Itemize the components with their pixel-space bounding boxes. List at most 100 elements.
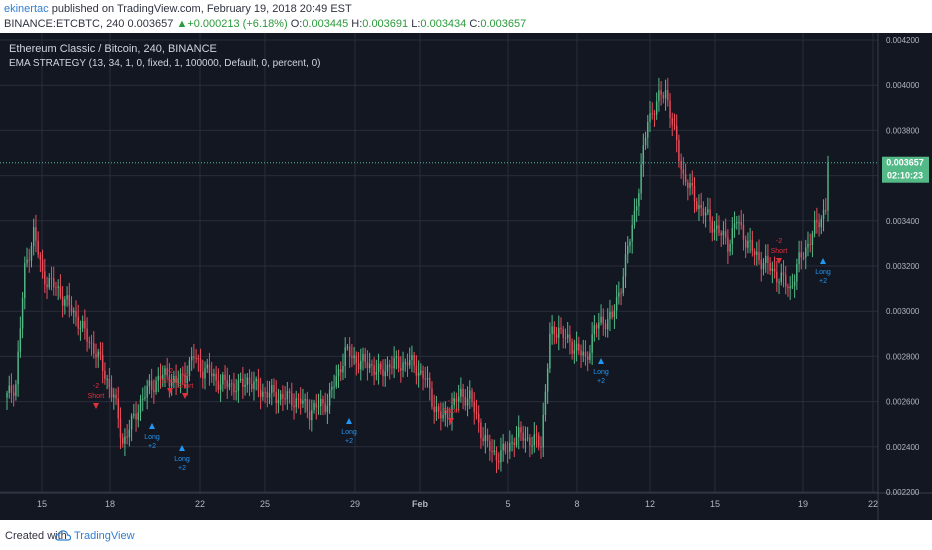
candle-body — [466, 398, 469, 406]
candle-body — [159, 375, 162, 380]
candle-body — [451, 404, 453, 419]
candle-body — [384, 371, 386, 377]
candle-body — [787, 286, 789, 289]
candle-body — [141, 398, 144, 400]
candle-body — [549, 333, 551, 369]
price-badge-value: 0.003657 — [886, 158, 924, 168]
signal-qty: -2 — [182, 373, 188, 380]
candle-body — [366, 362, 369, 369]
short-signal: -2 Short — [443, 398, 459, 424]
candle-body — [15, 384, 17, 396]
price-badge-bg — [882, 156, 929, 183]
candle-body — [658, 90, 660, 102]
time-tick-label: 18 — [105, 499, 115, 509]
time-tick-label: 19 — [798, 499, 808, 509]
candle-body — [518, 427, 520, 438]
candle-body — [268, 392, 271, 398]
candle-body — [371, 363, 373, 366]
candle-body — [538, 435, 540, 447]
candle-body — [504, 443, 507, 452]
candle-body — [26, 259, 28, 264]
candle-body — [558, 327, 560, 338]
signal-label: Long — [341, 429, 357, 436]
candle-body — [19, 328, 22, 352]
open-label: O: — [290, 18, 303, 30]
long-signal: Long +2 — [815, 258, 831, 285]
candle-body — [475, 412, 478, 414]
candle-body — [422, 370, 424, 379]
candle-body — [562, 328, 564, 338]
low-label: L: — [411, 18, 421, 30]
long-signal: Long +2 — [341, 418, 357, 445]
candle-body — [291, 392, 293, 406]
candle-body — [333, 386, 335, 388]
candle-body — [210, 373, 213, 377]
candle-body — [611, 311, 613, 318]
candle-body — [351, 356, 353, 358]
candle-body — [328, 389, 331, 406]
candle-body — [8, 385, 10, 394]
candle-body — [110, 387, 113, 398]
signal-label: Short — [177, 383, 194, 390]
time-tick-label: 15 — [37, 499, 47, 509]
candle-body — [598, 322, 600, 329]
candle-body — [397, 356, 400, 369]
legend-strategy[interactable]: EMA STRATEGY (13, 34, 1, 0, fixed, 1, 10… — [9, 58, 320, 69]
time-tick-label: 8 — [574, 499, 579, 509]
candle-body — [128, 429, 131, 438]
candle-body — [179, 373, 182, 383]
candle-body — [173, 375, 175, 382]
candle-body — [497, 460, 500, 463]
arrow-down-icon — [167, 388, 173, 394]
candle-body — [660, 90, 662, 96]
candle-body — [825, 210, 827, 212]
candle-body — [208, 364, 211, 374]
candle-body — [113, 394, 115, 398]
candle-body — [584, 351, 587, 357]
candle-body — [486, 435, 489, 441]
candle-body — [175, 375, 177, 383]
candle-body — [186, 376, 188, 383]
candle-body — [324, 403, 326, 413]
candle-body — [773, 268, 776, 272]
candle-body — [382, 369, 384, 377]
arrow-down-icon — [93, 403, 99, 409]
candle-body — [237, 380, 240, 391]
candle-body — [473, 401, 475, 413]
candle-body — [257, 378, 260, 391]
candle-body — [785, 275, 787, 287]
created-with-label: Created with — [5, 530, 67, 542]
candle-body — [600, 316, 602, 323]
candle-body — [299, 398, 302, 404]
time-axis[interactable]: 15 18 22 25 29 Feb 5 8 12 15 19 22 — [37, 499, 878, 509]
short-signal: -2 Short — [162, 368, 178, 394]
candle-body — [37, 240, 39, 255]
candle-body — [675, 125, 678, 140]
candle-body — [315, 403, 317, 408]
candle-body — [513, 442, 516, 446]
candle-body — [822, 210, 825, 219]
candle-body — [284, 398, 286, 400]
price-tick-label: 0.003800 — [886, 126, 920, 135]
time-tick-label: 22 — [195, 499, 205, 509]
candle-body — [55, 287, 57, 289]
tradingview-link[interactable]: TradingView — [74, 530, 135, 542]
candle-body — [386, 364, 389, 372]
candle-body — [782, 272, 785, 276]
candle-body — [388, 364, 391, 368]
time-tick-label: 29 — [350, 499, 360, 509]
candle-body — [44, 271, 46, 285]
candle-body — [480, 422, 482, 439]
price-chart[interactable]: -2ShortLong+2-2ShortLong+2-2ShortLong+2-… — [0, 33, 932, 520]
candle-body — [738, 221, 740, 223]
candle-body — [444, 410, 447, 415]
arrow-down-icon — [182, 393, 188, 399]
candle-body — [540, 446, 542, 448]
candle-body — [580, 350, 582, 356]
candle-body — [604, 323, 607, 330]
candle-body — [302, 400, 304, 404]
candle-body — [644, 137, 647, 146]
arrow-up-icon — [346, 418, 352, 424]
author-link[interactable]: ekinertac — [4, 3, 49, 15]
candle-body — [139, 399, 142, 413]
